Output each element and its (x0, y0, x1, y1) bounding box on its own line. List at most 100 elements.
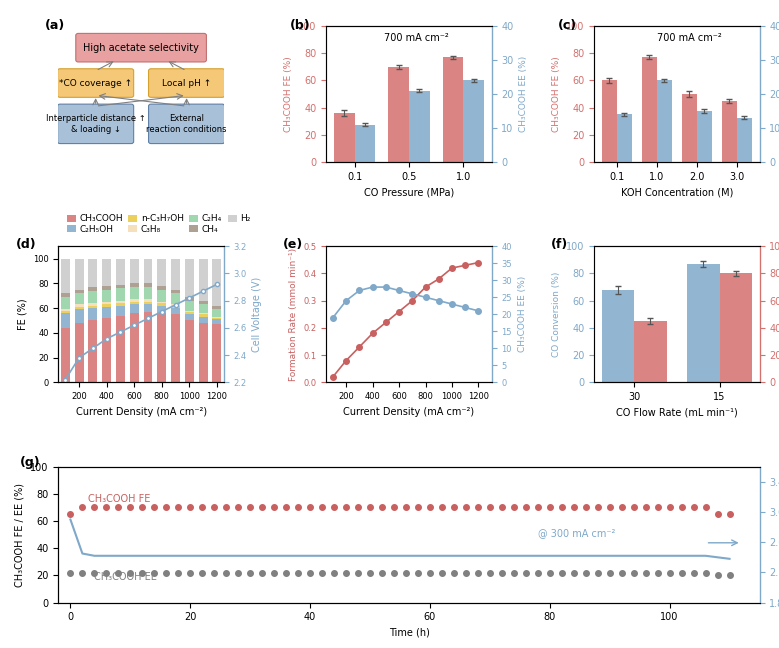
Text: (c): (c) (558, 19, 577, 32)
Point (651, 502, 664, 513)
Bar (634, 321, 667, 382)
Bar (88, 321, 97, 382)
Bar (697, 111, 712, 162)
FancyBboxPatch shape (149, 104, 224, 144)
Bar (75, 294, 83, 305)
Point (544, 568, 556, 578)
Point (700, 568, 712, 578)
Bar (143, 312, 153, 382)
Point (615, 568, 628, 578)
Point (604, 568, 616, 578)
Point (148, 568, 160, 578)
Bar (75, 290, 83, 294)
Bar (143, 283, 153, 287)
Bar (213, 306, 221, 309)
Bar (157, 259, 166, 286)
Point (88, 502, 100, 513)
Point (448, 568, 460, 578)
Point (172, 502, 185, 513)
Bar (61, 328, 70, 382)
Bar (157, 302, 166, 303)
Point (664, 502, 676, 513)
Bar (721, 100, 737, 162)
Point (124, 568, 136, 578)
Y-axis label: Formation Rate (mmol min⁻¹): Formation Rate (mmol min⁻¹) (289, 248, 298, 381)
Bar (682, 94, 697, 162)
Point (448, 502, 460, 513)
Point (88, 568, 100, 578)
Bar (102, 290, 111, 302)
Bar (388, 67, 409, 162)
Point (315, 568, 328, 578)
Bar (687, 264, 720, 382)
Point (555, 568, 568, 578)
Text: (a): (a) (45, 19, 65, 32)
Point (615, 502, 628, 513)
Bar (199, 301, 207, 305)
Point (352, 502, 365, 513)
Bar (199, 314, 207, 317)
Point (435, 502, 448, 513)
Point (100, 568, 113, 578)
Bar (102, 302, 111, 305)
Bar (61, 294, 70, 297)
Y-axis label: CH₃COOH FE / EE (%): CH₃COOH FE / EE (%) (15, 483, 25, 586)
Bar (61, 297, 70, 309)
Point (304, 502, 316, 513)
Bar (143, 299, 153, 302)
Point (256, 502, 269, 513)
Bar (213, 309, 221, 317)
Bar (171, 305, 180, 306)
Point (292, 502, 305, 513)
Point (172, 568, 185, 578)
Bar (442, 57, 464, 162)
Point (375, 502, 388, 513)
Point (700, 502, 712, 513)
Point (640, 502, 652, 513)
Point (196, 568, 209, 578)
Bar (171, 290, 180, 294)
Bar (75, 309, 83, 323)
Bar (185, 297, 194, 301)
Bar (102, 259, 111, 286)
Bar (199, 313, 207, 314)
Point (388, 568, 400, 578)
Point (711, 570, 724, 581)
FancyBboxPatch shape (149, 69, 224, 97)
Point (220, 502, 232, 513)
Bar (75, 307, 83, 309)
Bar (601, 290, 634, 382)
Y-axis label: CH₃COOH EE (%): CH₃COOH EE (%) (517, 276, 527, 353)
Point (508, 502, 520, 513)
Text: (f): (f) (552, 238, 569, 251)
Point (724, 509, 736, 520)
Point (304, 568, 316, 578)
Point (160, 502, 172, 513)
Text: (e): (e) (284, 238, 304, 251)
Text: CH₃COOH FE: CH₃COOH FE (88, 494, 151, 504)
Point (412, 502, 425, 513)
X-axis label: Time (h): Time (h) (389, 628, 429, 638)
Point (76, 502, 89, 513)
Bar (130, 305, 139, 313)
Bar (157, 290, 166, 302)
Point (375, 568, 388, 578)
Text: Interparticle distance ↑
& loading ↓: Interparticle distance ↑ & loading ↓ (46, 114, 146, 133)
Point (364, 568, 376, 578)
Bar (185, 321, 194, 382)
Point (675, 568, 688, 578)
Point (471, 502, 484, 513)
Point (340, 502, 352, 513)
Point (412, 568, 425, 578)
Bar (88, 287, 97, 291)
Point (484, 568, 496, 578)
Text: High acetate selectivity: High acetate selectivity (83, 43, 199, 52)
X-axis label: Current Density (mA cm⁻²): Current Density (mA cm⁻²) (76, 406, 206, 417)
Point (591, 502, 604, 513)
Bar (642, 57, 657, 162)
Point (531, 502, 544, 513)
Bar (185, 312, 194, 314)
Text: Local pH ↑: Local pH ↑ (162, 78, 211, 87)
Point (184, 568, 196, 578)
Point (64, 509, 76, 520)
